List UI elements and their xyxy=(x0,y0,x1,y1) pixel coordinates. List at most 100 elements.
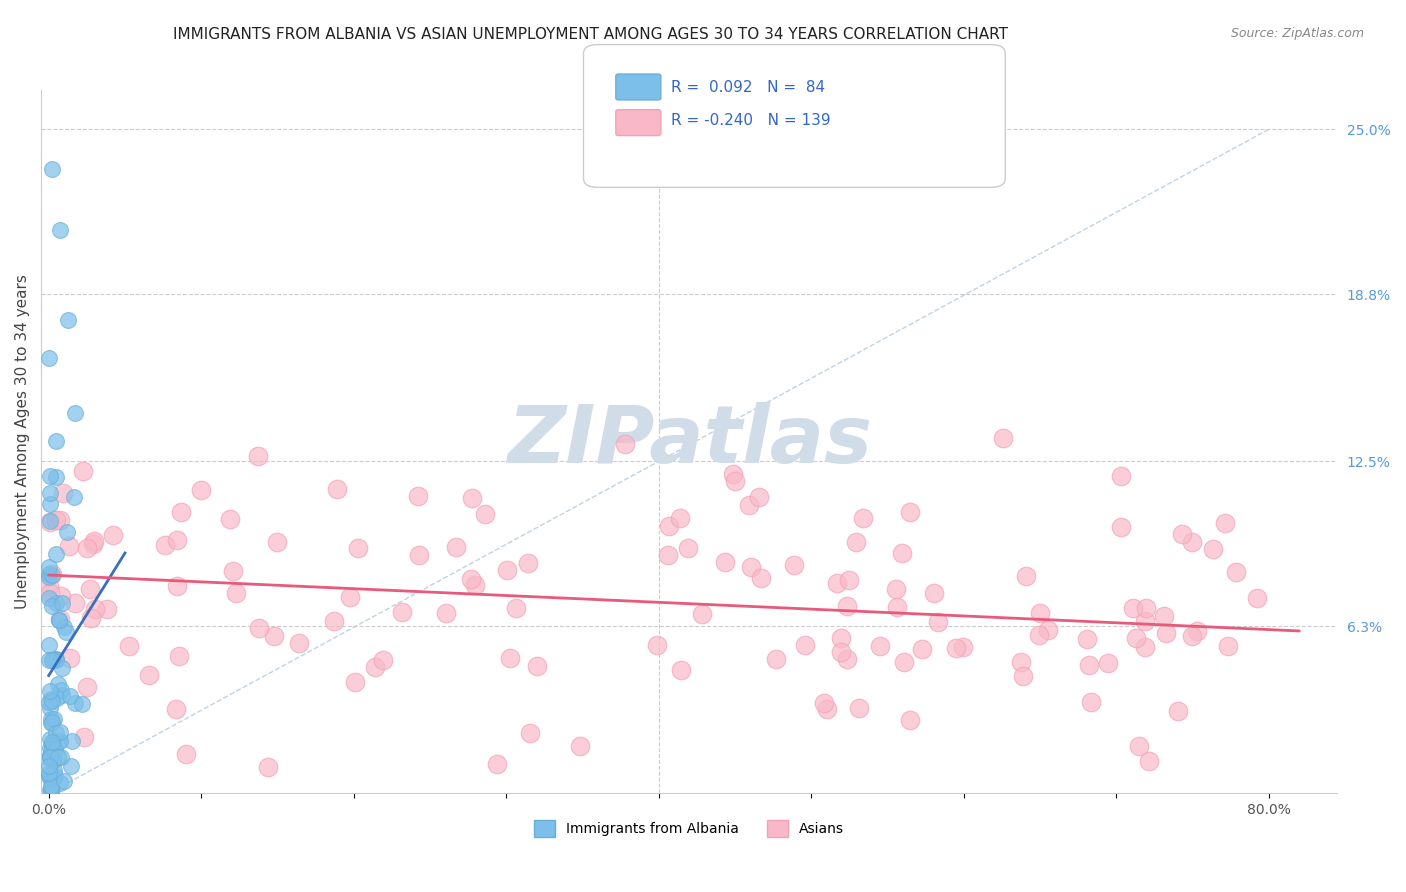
Immigrants from Albania xyxy=(39,740,62,755)
Asians xyxy=(519,725,541,739)
Asians xyxy=(52,486,75,500)
Asians xyxy=(434,607,457,621)
Immigrants from Albania xyxy=(38,638,60,652)
Immigrants from Albania xyxy=(60,734,83,748)
Asians xyxy=(408,549,430,563)
Immigrants from Albania xyxy=(48,613,70,627)
Immigrants from Albania xyxy=(39,701,62,715)
Asians xyxy=(827,575,849,590)
Asians xyxy=(1080,695,1102,709)
Asians xyxy=(1029,606,1052,620)
Asians xyxy=(1121,601,1143,615)
Immigrants from Albania xyxy=(49,734,72,748)
Asians xyxy=(1097,657,1119,671)
Immigrants from Albania xyxy=(38,684,60,698)
Immigrants from Albania xyxy=(49,750,72,764)
Asians xyxy=(461,491,484,505)
Asians xyxy=(505,600,527,615)
Text: R =  0.092   N =  84: R = 0.092 N = 84 xyxy=(671,80,825,95)
Immigrants from Albania xyxy=(38,769,60,783)
Immigrants from Albania xyxy=(51,596,73,610)
Immigrants from Albania xyxy=(41,653,63,667)
Asians xyxy=(266,535,288,549)
Asians xyxy=(444,540,467,554)
Asians xyxy=(922,586,945,600)
Asians xyxy=(613,436,636,450)
Immigrants from Albania xyxy=(38,653,60,667)
Immigrants from Albania xyxy=(46,750,69,764)
Asians xyxy=(1213,516,1236,530)
Immigrants from Albania xyxy=(38,591,60,605)
Asians xyxy=(835,599,858,614)
Asians xyxy=(96,601,118,615)
Immigrants from Albania xyxy=(42,736,65,750)
Asians xyxy=(830,631,852,645)
Asians xyxy=(218,511,240,525)
Immigrants from Albania xyxy=(59,689,82,703)
Asians xyxy=(678,541,700,555)
Asians xyxy=(38,578,60,592)
Asians xyxy=(373,652,395,666)
Asians xyxy=(464,577,486,591)
Text: IMMIGRANTS FROM ALBANIA VS ASIAN UNEMPLOYMENT AMONG AGES 30 TO 34 YEARS CORRELAT: IMMIGRANTS FROM ALBANIA VS ASIAN UNEMPLO… xyxy=(173,27,1008,42)
Immigrants from Albania xyxy=(41,567,63,582)
Asians xyxy=(63,596,86,610)
Asians xyxy=(724,474,747,488)
Asians xyxy=(101,528,124,542)
Immigrants from Albania xyxy=(39,712,62,726)
Asians xyxy=(749,570,772,584)
Immigrants from Albania xyxy=(38,748,60,763)
Immigrants from Albania xyxy=(38,570,60,584)
Asians xyxy=(79,582,101,597)
Asians xyxy=(765,652,787,666)
Immigrants from Albania xyxy=(38,351,60,365)
Immigrants from Albania xyxy=(56,312,79,326)
Asians xyxy=(257,760,280,774)
Immigrants from Albania xyxy=(55,625,77,640)
Asians xyxy=(347,541,370,555)
Asians xyxy=(39,586,62,600)
Immigrants from Albania xyxy=(41,739,63,753)
Asians xyxy=(740,560,762,574)
Asians xyxy=(59,651,82,665)
Asians xyxy=(138,668,160,682)
Text: R = -0.240   N = 139: R = -0.240 N = 139 xyxy=(671,113,831,128)
Asians xyxy=(884,582,907,596)
Asians xyxy=(76,680,98,694)
Immigrants from Albania xyxy=(41,741,63,756)
Asians xyxy=(669,663,692,677)
Asians xyxy=(891,546,914,560)
Asians xyxy=(288,636,311,650)
Asians xyxy=(73,730,96,744)
Immigrants from Albania xyxy=(70,697,93,711)
Immigrants from Albania xyxy=(51,683,73,698)
Immigrants from Albania xyxy=(39,783,62,797)
Immigrants from Albania xyxy=(38,765,60,780)
Asians xyxy=(911,641,934,656)
Asians xyxy=(714,555,737,569)
Asians xyxy=(496,562,519,576)
Asians xyxy=(1167,705,1189,719)
Immigrants from Albania xyxy=(45,434,67,448)
Immigrants from Albania xyxy=(46,691,69,706)
Asians xyxy=(58,539,80,553)
Asians xyxy=(170,505,193,519)
Immigrants from Albania xyxy=(44,743,66,757)
Asians xyxy=(166,579,188,593)
Immigrants from Albania xyxy=(44,769,66,783)
Asians xyxy=(993,431,1015,445)
Asians xyxy=(869,639,891,653)
Immigrants from Albania xyxy=(65,406,87,420)
Asians xyxy=(48,612,70,626)
Asians xyxy=(174,747,197,761)
Asians xyxy=(45,513,67,527)
Asians xyxy=(1181,629,1204,643)
Immigrants from Albania xyxy=(41,735,63,749)
Asians xyxy=(339,591,361,605)
Immigrants from Albania xyxy=(45,726,67,740)
Asians xyxy=(155,538,177,552)
Asians xyxy=(1010,656,1032,670)
Asians xyxy=(41,566,63,581)
Asians xyxy=(783,558,806,572)
Asians xyxy=(748,490,770,504)
